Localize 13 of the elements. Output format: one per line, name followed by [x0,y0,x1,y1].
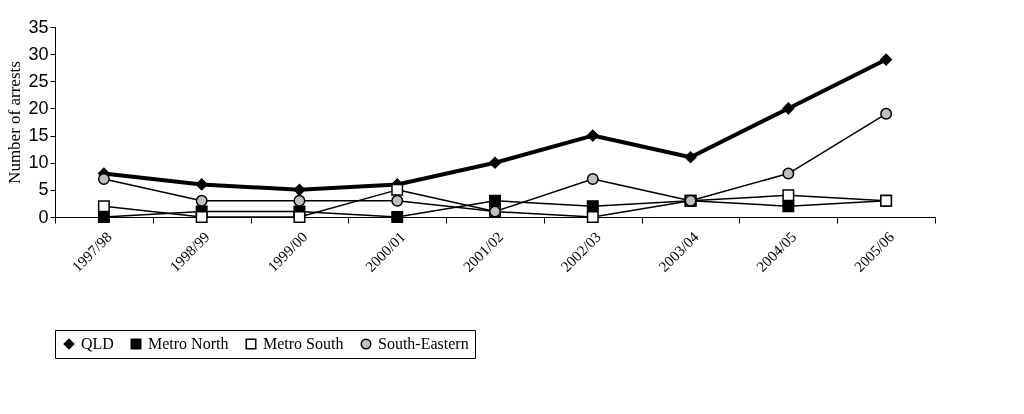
y-tick-label: 30 [28,43,49,64]
y-tick-label: 15 [28,125,49,146]
y-tick-label: 35 [28,16,49,37]
legend-label: Metro South [263,335,344,352]
y-tick-label: 25 [28,70,49,91]
y-tick-label: 20 [28,97,49,118]
legend-label: Metro North [148,335,229,352]
y-tick-label: 0 [38,206,49,227]
y-tick-label: 5 [38,179,49,200]
y-axis-title: Number of arrests [5,61,25,184]
y-tick-label: 10 [28,152,49,173]
legend-label: South-Eastern [378,335,469,352]
legend-label: QLD [81,335,114,352]
